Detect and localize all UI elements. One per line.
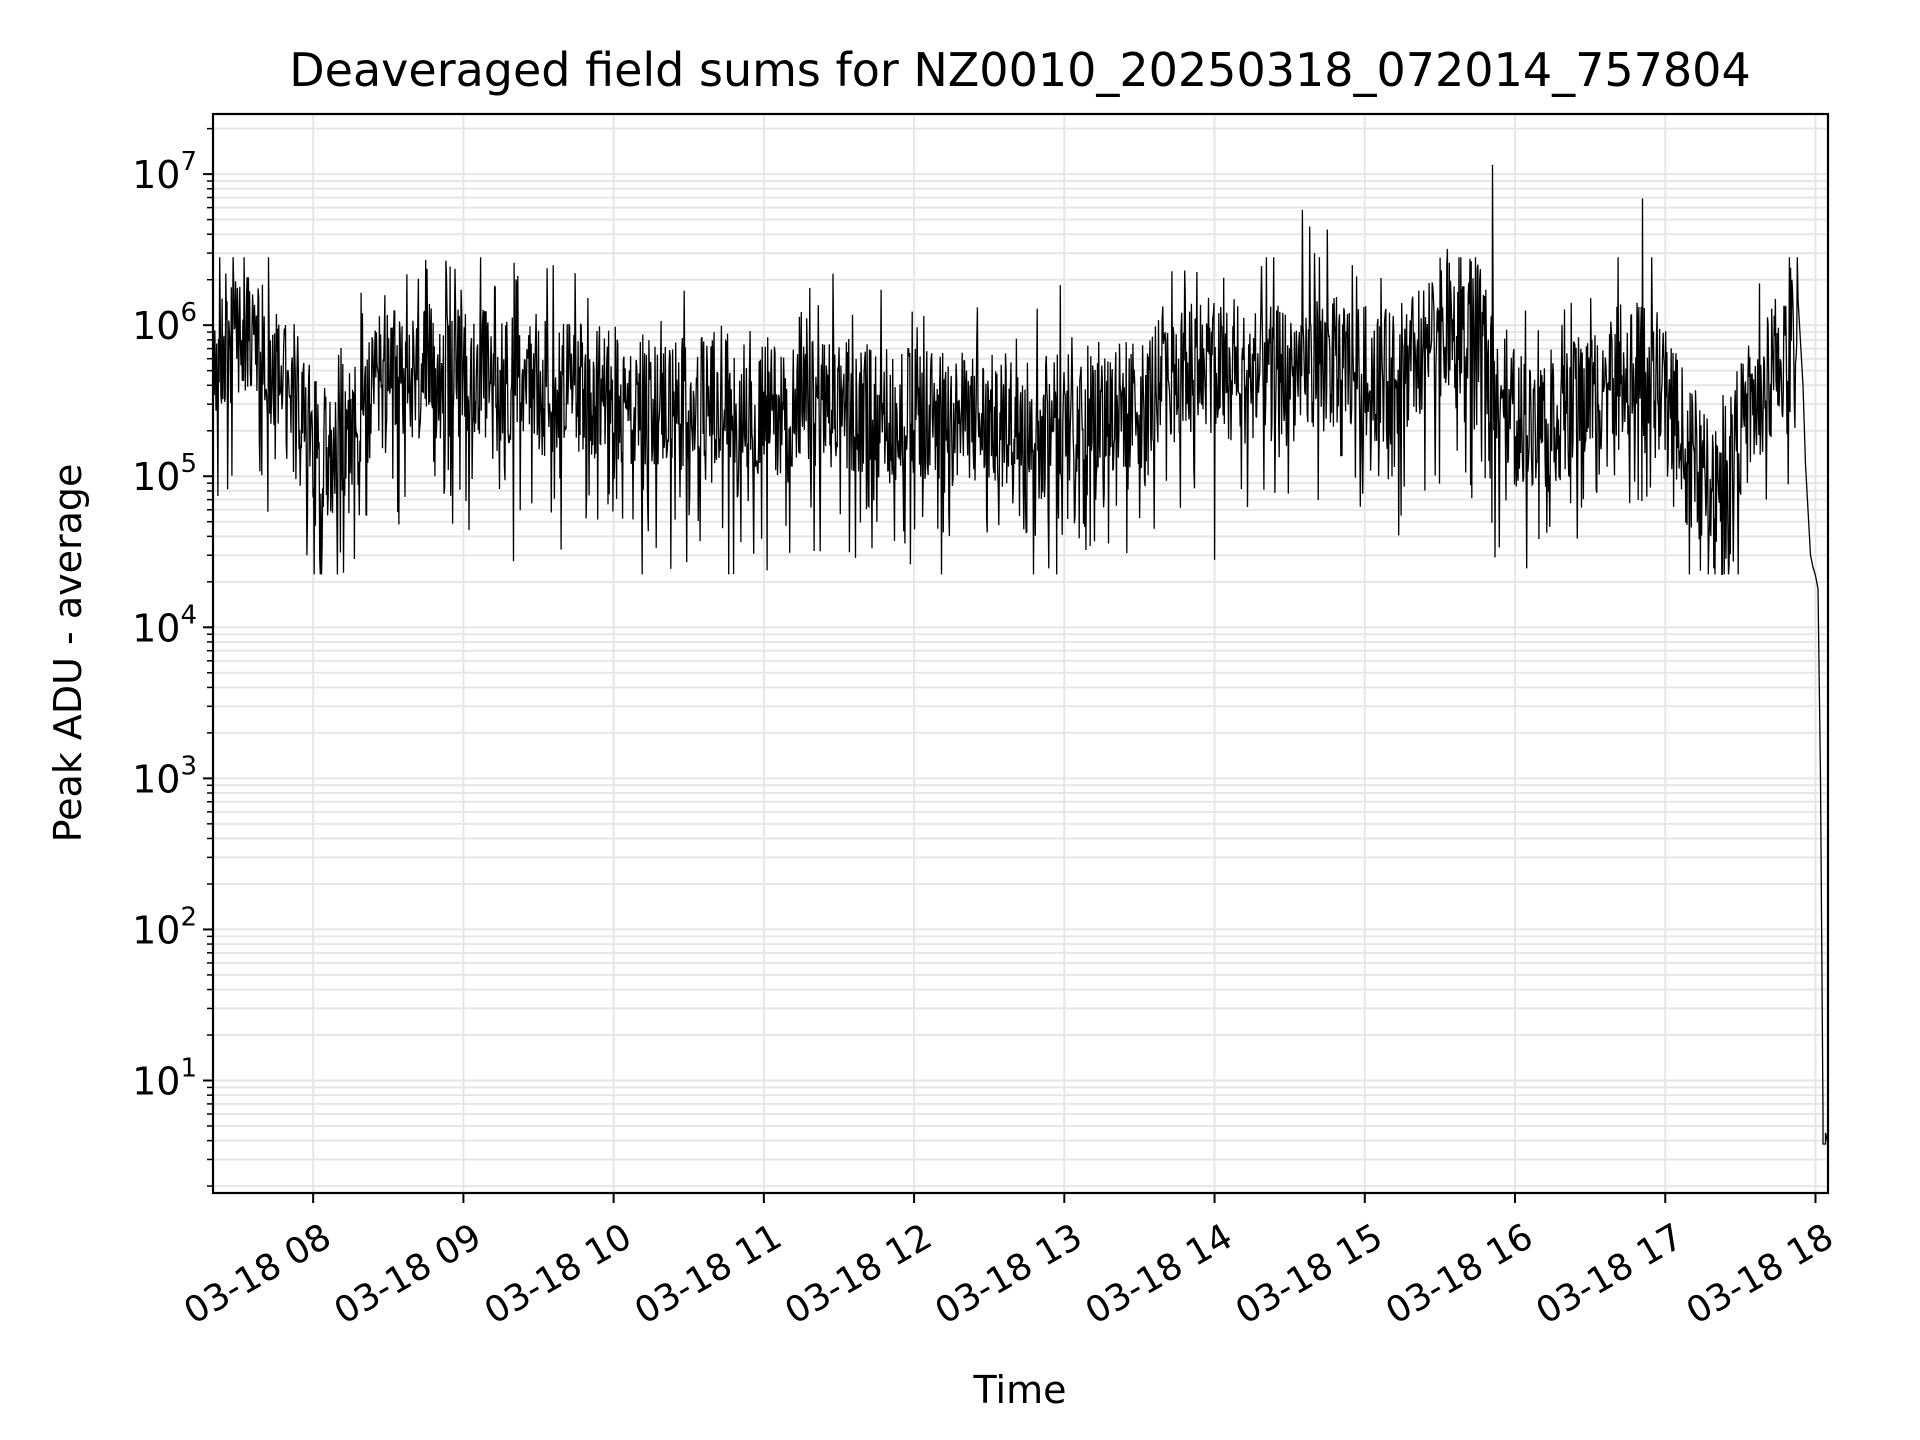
y-tick-label: 105 [132, 449, 197, 499]
y-tick-label: 106 [132, 298, 197, 348]
y-axis: 101 102 103 104 105 106 107 [132, 127, 213, 1187]
plot-frame [211, 112, 1830, 1195]
y-tick-label: 102 [132, 902, 197, 952]
y-tick-label: 107 [132, 147, 197, 197]
y-axis-label: Peak ADU - average [46, 464, 90, 843]
y-tick-label: 101 [132, 1053, 197, 1103]
series-layer [212, 164, 1829, 1145]
grid-layer [213, 114, 1828, 1193]
chart-title: Deaveraged field sums for NZ0010_2025031… [289, 43, 1750, 97]
y-tick-label: 103 [132, 751, 197, 801]
x-axis-label: Time [973, 1368, 1067, 1412]
y-tick-label: 104 [132, 600, 197, 650]
series-line [212, 164, 1829, 1145]
